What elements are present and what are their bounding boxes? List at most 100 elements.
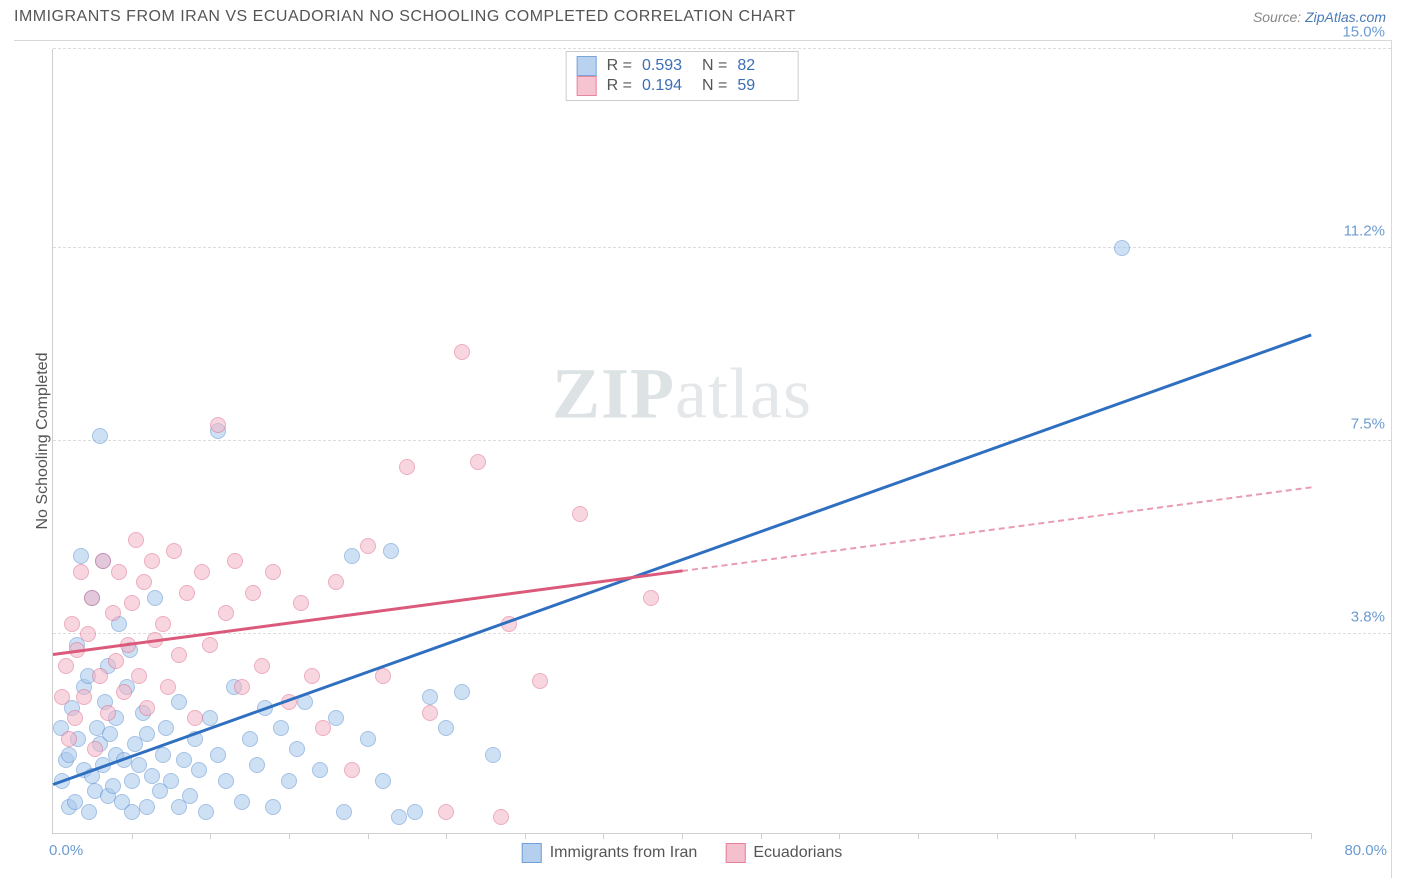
scatter-point — [375, 773, 391, 789]
scatter-point — [265, 799, 281, 815]
xaxis-tick — [1311, 833, 1312, 839]
scatter-point — [136, 574, 152, 590]
scatter-point — [176, 752, 192, 768]
scatter-point — [155, 616, 171, 632]
chart-container: No Schooling Completed ZIPatlas R =0.593… — [14, 40, 1392, 878]
scatter-point — [139, 700, 155, 716]
yaxis-tick-label: 15.0% — [1342, 24, 1385, 41]
scatter-point — [454, 344, 470, 360]
scatter-point — [281, 773, 297, 789]
xaxis-tick — [761, 833, 762, 839]
scatter-point — [328, 574, 344, 590]
legend-swatch — [577, 76, 597, 96]
correlation-legend: R =0.593N =82R =0.194N =59 — [566, 51, 799, 101]
scatter-point — [360, 731, 376, 747]
scatter-point — [131, 668, 147, 684]
scatter-point — [163, 773, 179, 789]
yaxis-title: No Schooling Completed — [34, 353, 52, 530]
scatter-point — [105, 778, 121, 794]
gridline — [53, 440, 1391, 441]
scatter-point — [198, 804, 214, 820]
xaxis-tick — [997, 833, 998, 839]
xaxis-max-label: 80.0% — [1344, 842, 1387, 859]
scatter-point — [116, 684, 132, 700]
legend-r-value: 0.194 — [642, 77, 692, 95]
scatter-point — [144, 553, 160, 569]
scatter-point — [108, 653, 124, 669]
scatter-point — [391, 809, 407, 825]
scatter-point — [171, 647, 187, 663]
xaxis-tick — [918, 833, 919, 839]
scatter-point — [139, 726, 155, 742]
scatter-point — [315, 720, 331, 736]
correlation-legend-row: R =0.593N =82 — [577, 56, 788, 76]
yaxis-tick-label: 3.8% — [1351, 609, 1385, 626]
scatter-point — [422, 689, 438, 705]
legend-swatch — [725, 843, 745, 863]
trend-line — [682, 486, 1311, 572]
scatter-point — [111, 564, 127, 580]
scatter-point — [182, 788, 198, 804]
scatter-point — [293, 595, 309, 611]
scatter-point — [128, 532, 144, 548]
scatter-point — [485, 747, 501, 763]
legend-swatch — [522, 843, 542, 863]
legend-n-key: N = — [702, 57, 727, 75]
scatter-point — [493, 809, 509, 825]
legend-swatch — [577, 56, 597, 76]
scatter-point — [61, 747, 77, 763]
xaxis-tick — [1232, 833, 1233, 839]
scatter-point — [470, 454, 486, 470]
gridline — [53, 48, 1391, 49]
scatter-point — [58, 658, 74, 674]
gridline — [53, 633, 1391, 634]
scatter-point — [171, 694, 187, 710]
legend-r-value: 0.593 — [642, 57, 692, 75]
xaxis-tick — [289, 833, 290, 839]
scatter-point — [265, 564, 281, 580]
scatter-point — [1114, 240, 1130, 256]
scatter-point — [407, 804, 423, 820]
scatter-point — [194, 564, 210, 580]
scatter-point — [375, 668, 391, 684]
scatter-point — [73, 548, 89, 564]
scatter-point — [643, 590, 659, 606]
scatter-point — [147, 590, 163, 606]
scatter-point — [155, 747, 171, 763]
xaxis-tick — [132, 833, 133, 839]
scatter-point — [124, 595, 140, 611]
gridline — [53, 247, 1391, 248]
scatter-point — [254, 658, 270, 674]
scatter-point — [399, 459, 415, 475]
legend-item: Immigrants from Iran — [522, 843, 698, 863]
scatter-point — [312, 762, 328, 778]
scatter-point — [158, 720, 174, 736]
scatter-point — [144, 768, 160, 784]
scatter-point — [438, 720, 454, 736]
scatter-point — [187, 710, 203, 726]
scatter-point — [344, 762, 360, 778]
scatter-point — [92, 428, 108, 444]
scatter-point — [422, 705, 438, 721]
xaxis-tick — [1075, 833, 1076, 839]
yaxis-tick-label: 11.2% — [1344, 222, 1385, 239]
correlation-legend-row: R =0.194N =59 — [577, 76, 788, 96]
scatter-point — [160, 679, 176, 695]
scatter-point — [54, 689, 70, 705]
scatter-point — [166, 543, 182, 559]
legend-n-value: 59 — [737, 77, 787, 95]
scatter-point — [100, 705, 116, 721]
plot-area: No Schooling Completed ZIPatlas R =0.593… — [52, 49, 1311, 834]
scatter-point — [76, 689, 92, 705]
scatter-point — [67, 794, 83, 810]
scatter-point — [202, 637, 218, 653]
xaxis-tick — [839, 833, 840, 839]
legend-r-key: R = — [607, 57, 632, 75]
xaxis-min-label: 0.0% — [49, 842, 83, 859]
xaxis-tick — [446, 833, 447, 839]
chart-title: IMMIGRANTS FROM IRAN VS ECUADORIAN NO SC… — [14, 8, 796, 26]
xaxis-tick — [525, 833, 526, 839]
scatter-point — [344, 548, 360, 564]
scatter-point — [73, 564, 89, 580]
xaxis-tick — [682, 833, 683, 839]
